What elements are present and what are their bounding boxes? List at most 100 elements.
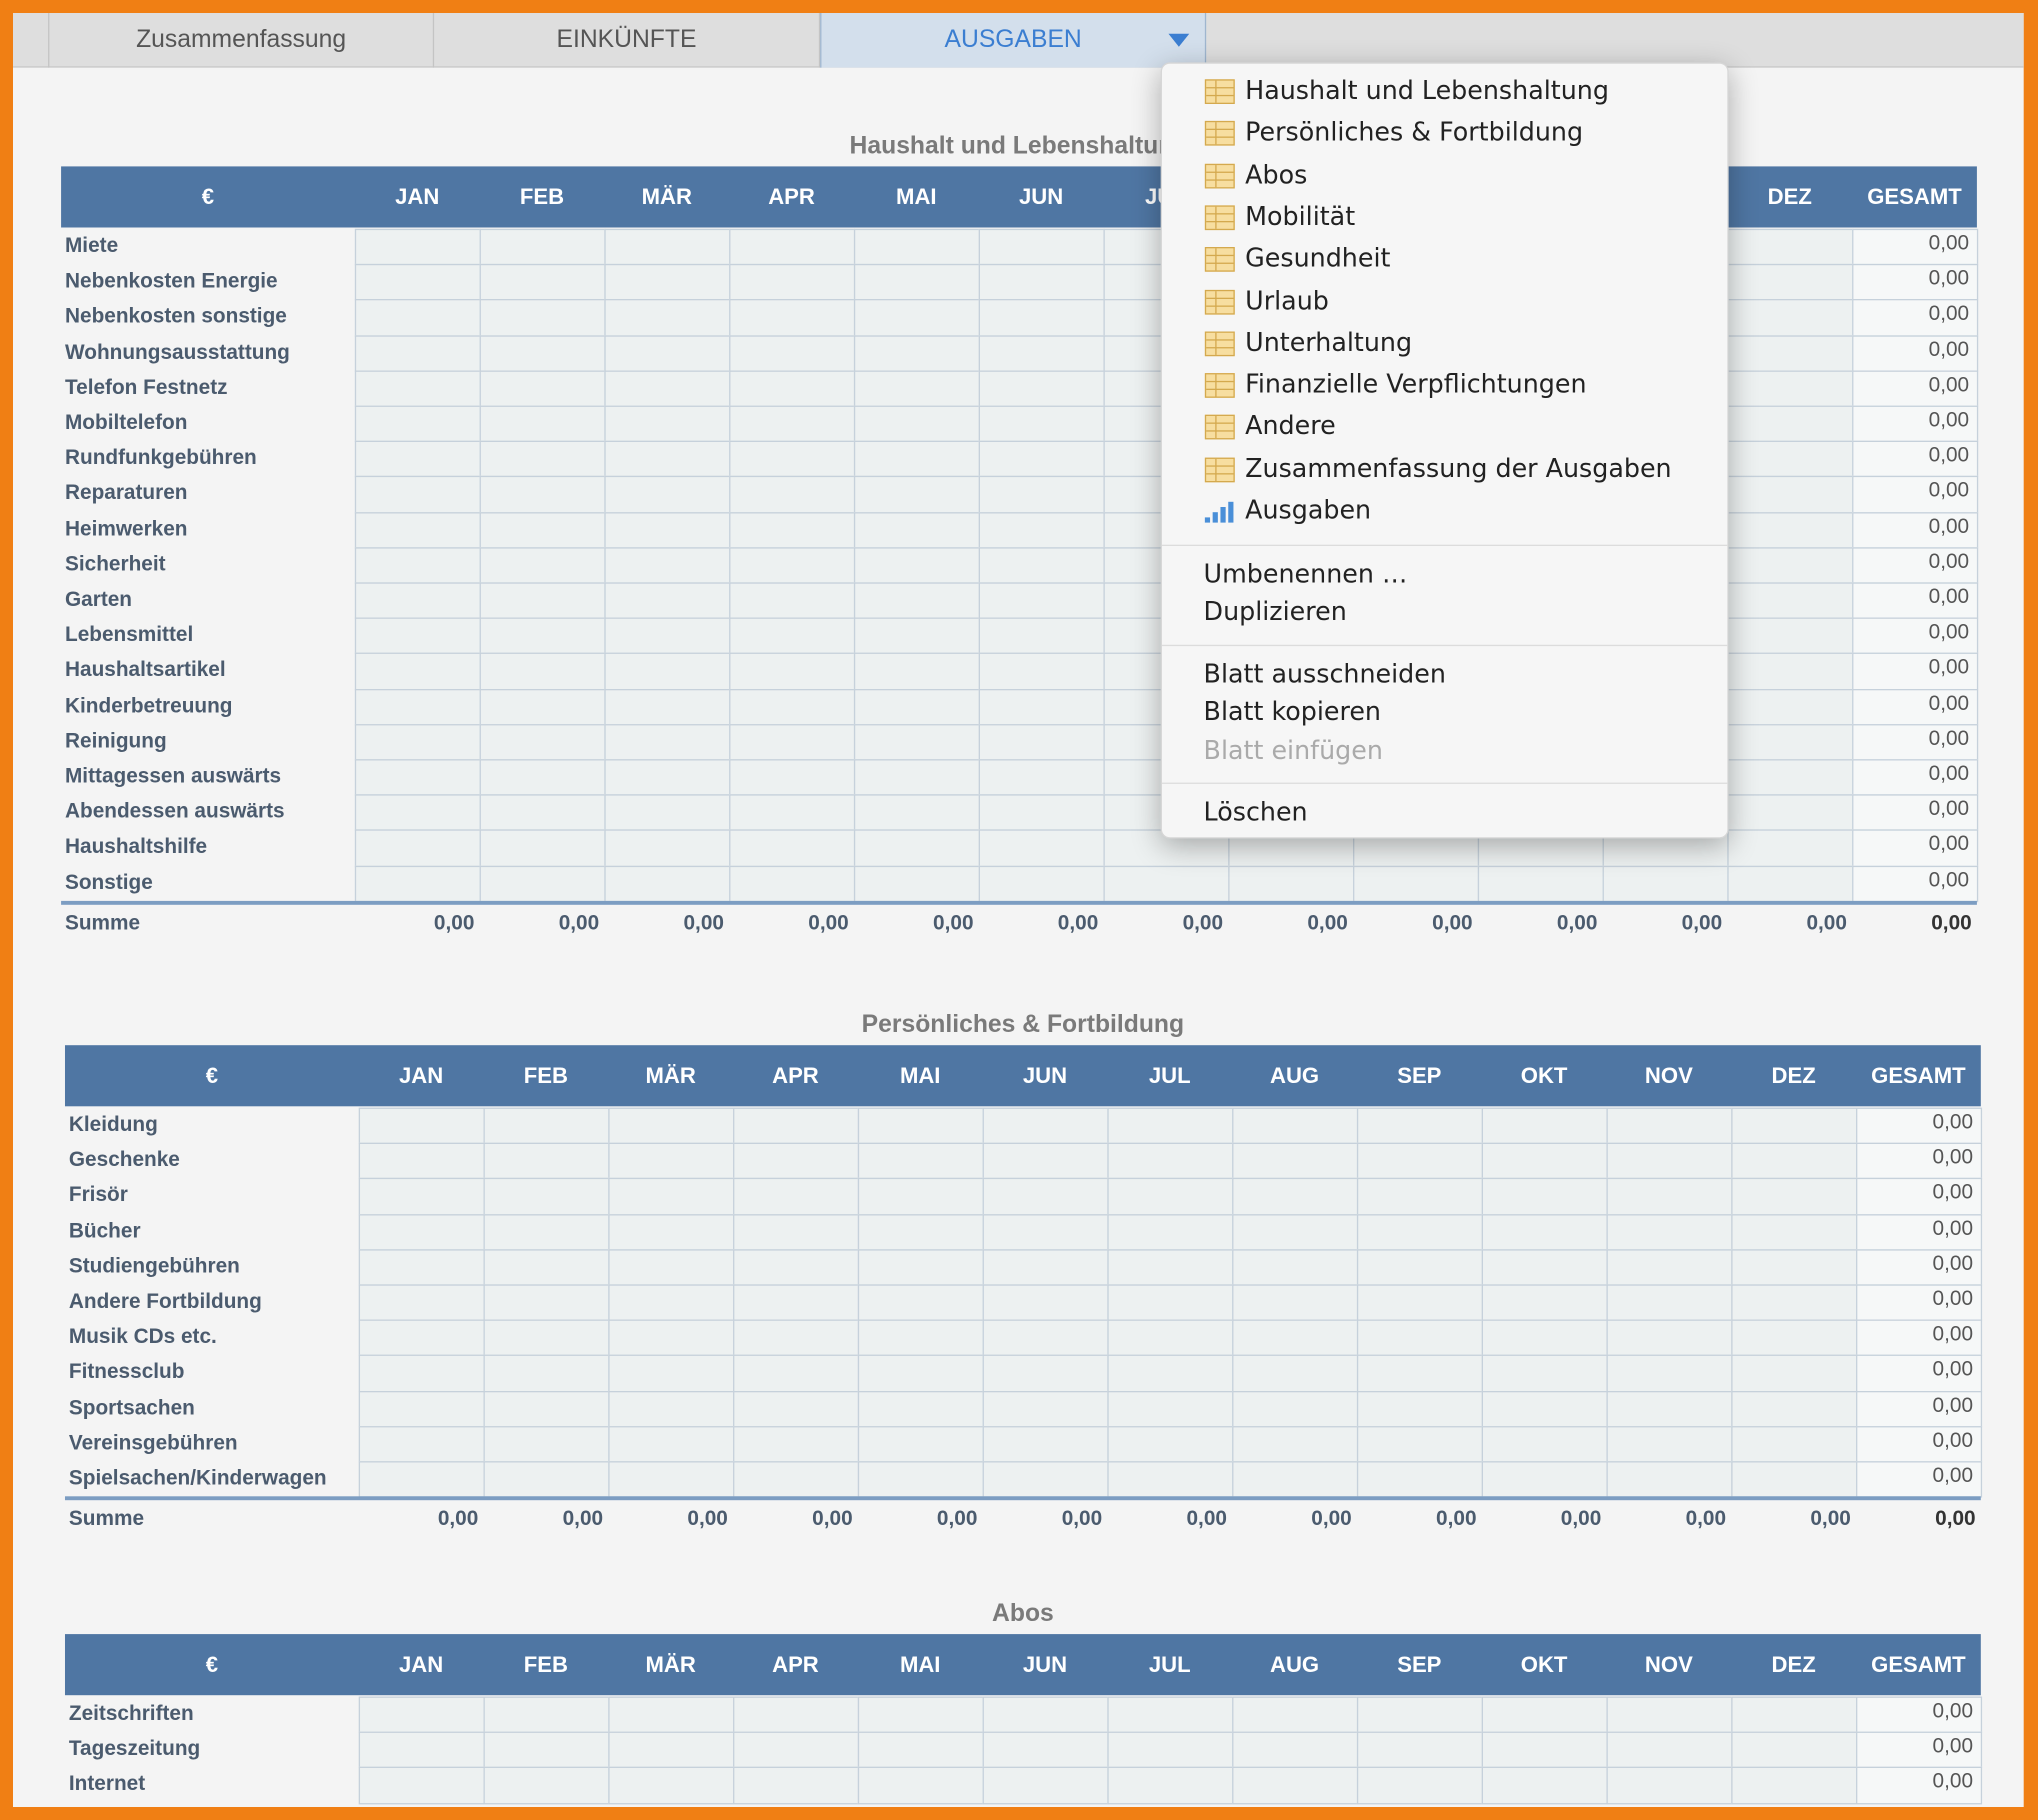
- cell[interactable]: [1356, 1696, 1484, 1734]
- cell[interactable]: [857, 1767, 984, 1804]
- cell[interactable]: [483, 1213, 610, 1251]
- cell[interactable]: [358, 1390, 485, 1428]
- cell[interactable]: [1481, 1731, 1608, 1769]
- cell[interactable]: [479, 228, 606, 266]
- cell[interactable]: [853, 511, 981, 549]
- cell[interactable]: [1107, 1107, 1234, 1145]
- cell[interactable]: [853, 865, 981, 902]
- cell[interactable]: [1731, 1731, 1858, 1769]
- cell[interactable]: [479, 865, 606, 902]
- cell[interactable]: [1481, 1178, 1608, 1215]
- cell[interactable]: [1481, 1355, 1608, 1392]
- cell[interactable]: [729, 617, 856, 655]
- cell[interactable]: [1107, 1249, 1234, 1286]
- cell[interactable]: [1232, 1696, 1359, 1734]
- menu-item[interactable]: Gesundheit: [1245, 243, 1391, 274]
- cell[interactable]: 0,00: [1856, 1355, 1983, 1392]
- cell[interactable]: 0,00: [1852, 794, 1979, 832]
- cell[interactable]: [1731, 1142, 1858, 1180]
- cell[interactable]: [1107, 1142, 1234, 1180]
- cell[interactable]: [483, 1142, 610, 1180]
- cell[interactable]: [1481, 1284, 1608, 1322]
- cell[interactable]: [1232, 1178, 1359, 1215]
- cell[interactable]: [604, 547, 731, 584]
- sheet-tab[interactable]: EINKÜNFTE: [434, 13, 821, 68]
- cell[interactable]: [729, 334, 856, 372]
- cell[interactable]: [733, 1425, 860, 1463]
- cell[interactable]: [729, 582, 856, 620]
- cell[interactable]: [1232, 1142, 1359, 1180]
- cell[interactable]: [604, 582, 731, 620]
- cell[interactable]: [729, 228, 856, 266]
- cell[interactable]: [733, 1461, 860, 1498]
- cell[interactable]: 0,00: [1852, 511, 1979, 549]
- cell[interactable]: [358, 1355, 485, 1392]
- cell[interactable]: 0,00: [1852, 617, 1979, 655]
- cell[interactable]: [1356, 1425, 1484, 1463]
- cell[interactable]: [978, 688, 1105, 726]
- cell[interactable]: 0,00: [1856, 1178, 1983, 1215]
- cell[interactable]: [1107, 1767, 1234, 1804]
- cell[interactable]: [1232, 1731, 1359, 1769]
- cell[interactable]: [853, 794, 981, 832]
- menu-item[interactable]: Persönliches & Fortbildung: [1245, 117, 1584, 148]
- cell[interactable]: [1606, 1355, 1733, 1392]
- cell[interactable]: [1107, 1461, 1234, 1498]
- cell[interactable]: [1481, 1249, 1608, 1286]
- cell[interactable]: [358, 1284, 485, 1322]
- cell[interactable]: [1727, 865, 1854, 902]
- menu-item[interactable]: Umbenennen …: [1203, 559, 1408, 589]
- cell[interactable]: [1727, 617, 1854, 655]
- cell[interactable]: [733, 1319, 860, 1357]
- cell[interactable]: [857, 1213, 984, 1251]
- cell[interactable]: [354, 653, 481, 690]
- cell[interactable]: [483, 1284, 610, 1322]
- cell[interactable]: [857, 1425, 984, 1463]
- cell[interactable]: 0,00: [1852, 299, 1979, 337]
- cell[interactable]: [608, 1767, 735, 1804]
- cell[interactable]: [354, 688, 481, 726]
- cell[interactable]: [1727, 299, 1854, 337]
- cell[interactable]: [608, 1425, 735, 1463]
- cell[interactable]: [354, 370, 481, 407]
- cell[interactable]: [1481, 1319, 1608, 1357]
- cell[interactable]: [978, 794, 1105, 832]
- cell[interactable]: [604, 759, 731, 796]
- cell[interactable]: [853, 723, 981, 761]
- cell[interactable]: [1356, 1284, 1484, 1322]
- cell[interactable]: [1107, 1213, 1234, 1251]
- cell[interactable]: [1232, 1213, 1359, 1251]
- cell[interactable]: [604, 370, 731, 407]
- cell[interactable]: [729, 829, 856, 867]
- cell[interactable]: [1356, 1142, 1484, 1180]
- cell[interactable]: [604, 476, 731, 513]
- menu-item[interactable]: Blatt kopieren: [1203, 696, 1381, 727]
- cell[interactable]: [479, 723, 606, 761]
- cell[interactable]: [479, 440, 606, 478]
- cell[interactable]: [354, 865, 481, 902]
- cell[interactable]: [857, 1355, 984, 1392]
- cell[interactable]: 0,00: [1856, 1284, 1983, 1322]
- cell[interactable]: [483, 1178, 610, 1215]
- cell[interactable]: [483, 1461, 610, 1498]
- menu-item[interactable]: Duplizieren: [1203, 596, 1347, 627]
- cell[interactable]: [1481, 1142, 1608, 1180]
- cell[interactable]: [604, 617, 731, 655]
- cell[interactable]: [982, 1731, 1109, 1769]
- cell[interactable]: [853, 653, 981, 690]
- cell[interactable]: [483, 1731, 610, 1769]
- cell[interactable]: [1481, 1107, 1608, 1145]
- cell[interactable]: [1232, 1284, 1359, 1322]
- menu-item[interactable]: Zusammenfassung der Ausgaben: [1245, 453, 1672, 484]
- cell[interactable]: 0,00: [1856, 1425, 1983, 1463]
- cell[interactable]: [1727, 405, 1854, 443]
- cell[interactable]: [354, 334, 481, 372]
- cell[interactable]: [1356, 1213, 1484, 1251]
- cell[interactable]: 0,00: [1852, 759, 1979, 796]
- cell[interactable]: [1107, 1731, 1234, 1769]
- cell[interactable]: [978, 829, 1105, 867]
- cell[interactable]: [608, 1213, 735, 1251]
- cell[interactable]: [604, 829, 731, 867]
- cell[interactable]: 0,00: [1852, 370, 1979, 407]
- sheet-tab[interactable]: Zusammenfassung: [49, 13, 435, 68]
